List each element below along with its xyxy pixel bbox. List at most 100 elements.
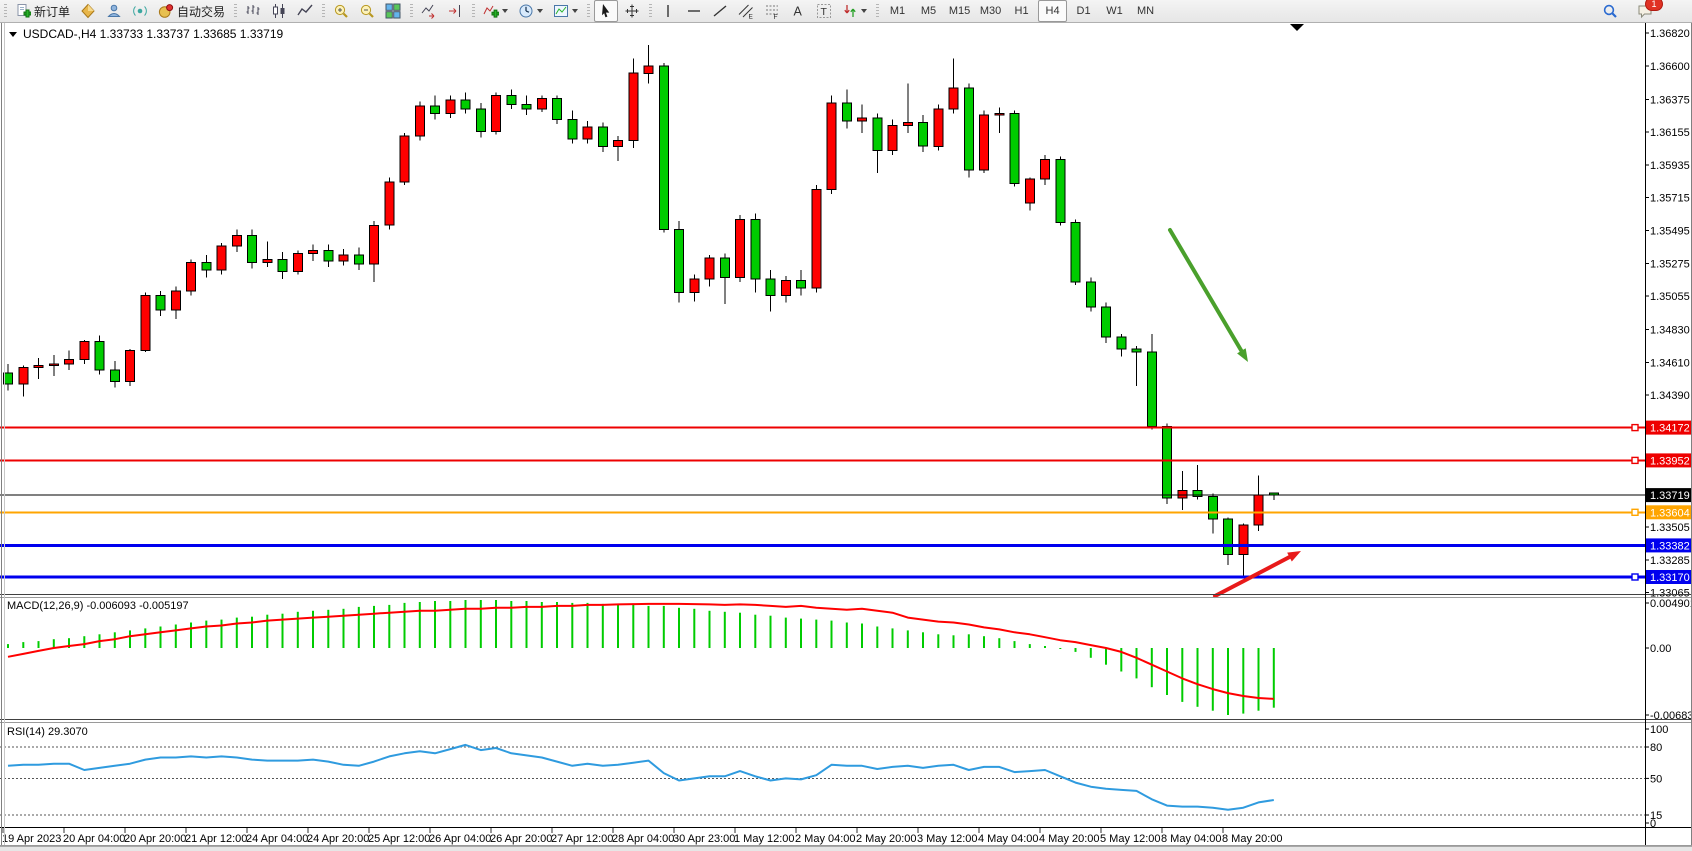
hline-1.34172[interactable] (0, 423, 1645, 432)
arrows-dropdown-icon[interactable] (861, 9, 868, 13)
hline-handle[interactable] (1631, 456, 1639, 465)
rsi-panel (0, 743, 1645, 816)
line-chart-button[interactable] (293, 0, 317, 22)
toolbar-group-grip[interactable] (649, 4, 653, 18)
text-button[interactable]: A (786, 0, 810, 22)
price-axis-label: 1.35495 (1650, 226, 1690, 238)
ohlc-collapse-icon[interactable] (9, 31, 17, 37)
trendline-button[interactable] (708, 0, 732, 22)
candle (475, 103, 486, 138)
macd-histogram-bar (418, 602, 421, 648)
macd-histogram-bar (52, 639, 55, 648)
equidistant-channel-button[interactable]: E (734, 0, 758, 22)
candle (460, 92, 471, 114)
vertical-line-button[interactable] (656, 0, 680, 22)
chart-canvas[interactable]: 1.36820 1.36600 1.36375 1.36155 1.35935 1.357… (0, 22, 1692, 851)
timeframe-h4-button[interactable]: H4 (1038, 0, 1068, 22)
candle (338, 249, 349, 266)
time-axis-label: 20 Apr 04:00 (63, 833, 125, 845)
indicators-button[interactable] (479, 0, 512, 22)
macd-histogram-bar (601, 603, 604, 648)
signals-button[interactable] (128, 0, 152, 22)
macd-histogram-bar (998, 638, 1001, 648)
candle (1070, 219, 1081, 285)
candle (979, 110, 989, 174)
periods-dropdown-icon[interactable] (537, 9, 544, 13)
timeframe-m1-button[interactable]: M1 (889, 5, 906, 17)
timeframe-m15-button[interactable]: M15 (948, 5, 971, 17)
trend-icon (713, 5, 727, 17)
toolbar-group-grip[interactable] (587, 4, 591, 18)
horizontal-line-button[interactable] (682, 0, 706, 22)
periods-button[interactable] (514, 0, 547, 22)
toolbar-group-grip[interactable] (234, 4, 238, 18)
hline-1.33604[interactable] (0, 508, 1645, 516)
price-axis-label: 1.34390 (1650, 390, 1690, 402)
price-marker-1.33719 (1646, 488, 1692, 503)
timeframe-d1-button[interactable]: D1 (1076, 5, 1091, 17)
time-axis-label: 3 May 12:00 (917, 833, 978, 845)
hline-handle[interactable] (1631, 573, 1639, 581)
search-button[interactable] (1598, 0, 1622, 22)
toolbar-group-grip[interactable] (4, 4, 7, 18)
hline-1.33170[interactable] (0, 573, 1645, 581)
zoom-out-button[interactable] (355, 0, 379, 22)
candle (369, 220, 379, 282)
macd-histogram-bar (281, 613, 284, 648)
new-order-button[interactable]: 新订单 (11, 0, 74, 22)
timeframe-h1-button[interactable]: H1 (1014, 5, 1029, 17)
arrows-button[interactable] (838, 0, 871, 22)
indicators-dropdown-icon[interactable] (502, 9, 509, 13)
candle-chart-button[interactable] (267, 0, 291, 22)
toolbar-group-grip[interactable] (472, 4, 476, 18)
tile-windows-button[interactable] (381, 0, 405, 22)
cursor-button[interactable] (594, 0, 619, 22)
macd-histogram-bar (617, 604, 619, 648)
macd-histogram-bar (525, 601, 528, 648)
hline-handle[interactable] (1631, 508, 1639, 516)
zoom-in-button[interactable] (329, 0, 353, 22)
price-marker-text: 1.33170 (1650, 572, 1690, 584)
zoom-out-icon (360, 4, 374, 18)
macd-histogram-bar (83, 636, 86, 648)
chat-button[interactable]: 1 (1633, 0, 1663, 22)
window-bottom-edge (0, 846, 1692, 851)
candle (1085, 277, 1096, 312)
hline-handle[interactable] (1631, 423, 1639, 432)
fibonacci-button[interactable]: F (760, 0, 784, 22)
timeframe-mn-button[interactable]: MN (1136, 5, 1155, 17)
time-axis-label: 20 Apr 20:00 (124, 833, 186, 845)
publisher-button[interactable] (102, 0, 126, 22)
new-order-icon (17, 4, 31, 18)
timeframe-m30-button[interactable]: M30 (979, 5, 1002, 17)
toolbar-group-grip[interactable] (410, 4, 414, 18)
chart-shift-button[interactable] (443, 0, 467, 22)
text-label-button[interactable]: T (812, 0, 836, 22)
toolbar-group-grip[interactable] (322, 4, 326, 18)
auto-scroll-button[interactable] (417, 0, 441, 22)
toolbar-group-grip[interactable] (876, 4, 880, 18)
styler-button[interactable] (76, 0, 100, 22)
timeframe-m5-button[interactable]: M5 (920, 5, 937, 17)
templates-button[interactable] (549, 0, 582, 22)
price-axis[interactable]: 1.36820 1.36600 1.36375 1.36155 1.35935 1.357… (1645, 28, 1692, 830)
candle (445, 95, 456, 118)
crosshair-button[interactable] (620, 0, 644, 22)
rsi-axis-label: 0 (1650, 818, 1656, 830)
bar-chart-button[interactable] (241, 0, 265, 22)
candle (201, 255, 212, 278)
time-axis-label: 19 Apr 2023 (2, 833, 61, 845)
candle (1055, 156, 1066, 226)
candle (277, 252, 288, 279)
red-up-bounce-arrow[interactable] (1213, 551, 1301, 598)
macd-histogram-bar (68, 638, 70, 648)
templates-dropdown-icon[interactable] (572, 9, 579, 13)
timeframe-w1-button[interactable]: W1 (1106, 5, 1123, 17)
chart-symbol-title[interactable]: USDCAD-,H4 1.33733 1.33737 1.33685 1.337… (9, 27, 283, 41)
hline-1.33952[interactable] (0, 456, 1645, 465)
green-down-trend-arrow[interactable] (1168, 228, 1248, 362)
auto-trading-button[interactable]: 自动交易 (154, 0, 229, 22)
chart-shift-marker[interactable] (1290, 24, 1304, 31)
macd-axis-label: 0.004901 (1650, 598, 1692, 610)
